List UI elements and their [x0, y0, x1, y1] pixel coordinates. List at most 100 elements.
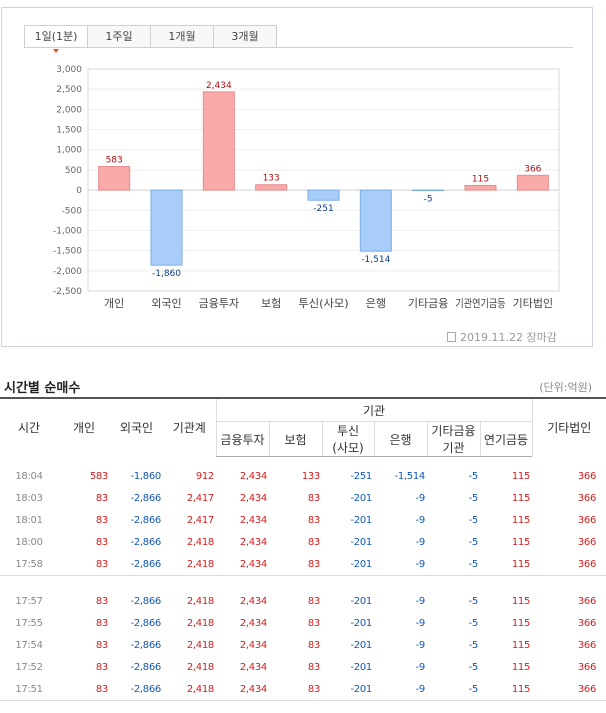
- time-cell: 18:04: [15, 470, 43, 482]
- value-cell: -9: [415, 536, 426, 548]
- value-cell: 83: [307, 595, 320, 607]
- value-cell: 83: [95, 558, 108, 570]
- table-row: 17:57 83 -2,866 2,418 2,434 83 -201 -9 -5 115 366: [0, 590, 606, 612]
- time-cell: 17:54: [15, 639, 43, 651]
- y-tick-label: -1,000: [53, 226, 82, 236]
- value-cell: -9: [415, 683, 426, 695]
- value-cell: 83: [307, 639, 320, 651]
- header-sub-line: 은행: [389, 432, 412, 447]
- table-row: 17:51 83 -2,866 2,418 2,434 83 -201 -9 -5 115 366: [0, 678, 606, 701]
- value-cell: 912: [195, 470, 214, 482]
- value-cell: -2,866: [130, 536, 162, 548]
- y-tick-label: 500: [65, 166, 82, 176]
- table-row: 18:00 83 -2,866 2,418 2,434 83 -201 -9 -5 115 366: [0, 531, 606, 553]
- bar-value-label: 115: [472, 174, 489, 184]
- value-cell: 83: [307, 683, 320, 695]
- value-cell: -5: [468, 470, 479, 482]
- value-cell: 366: [577, 536, 597, 548]
- bar: [359, 189, 392, 252]
- value-cell: -9: [415, 514, 426, 526]
- tab-2[interactable]: 1주일: [87, 25, 151, 48]
- time-cell: 17:51: [15, 683, 43, 695]
- x-category-label: 기타법인: [513, 297, 553, 310]
- value-cell: 83: [95, 617, 108, 629]
- bar: [255, 184, 288, 191]
- section-title: 시간별 순매수: [4, 381, 81, 396]
- value-cell: 83: [307, 617, 320, 629]
- value-cell: 2,434: [239, 536, 267, 548]
- value-cell: 2,434: [239, 617, 267, 629]
- header-sub-2: 보험: [268, 421, 322, 457]
- value-cell: -5: [468, 514, 479, 526]
- value-cell: 115: [511, 514, 531, 526]
- value-cell: 366: [577, 639, 597, 651]
- header-sub-1: 금융투자: [215, 421, 269, 457]
- header-corp: 기타법인: [531, 397, 606, 457]
- value-cell: 2,434: [239, 639, 267, 651]
- y-tick-label: -2,000: [53, 267, 82, 277]
- time-cell: 17:58: [15, 558, 43, 570]
- bar: [202, 91, 235, 191]
- value-cell: -5: [468, 492, 479, 504]
- value-cell: 2,418: [186, 661, 214, 673]
- tab-4[interactable]: 3개월: [213, 25, 277, 48]
- bar: [464, 184, 497, 191]
- value-cell: -5: [468, 558, 479, 570]
- header-sub-6: 연기금등: [479, 421, 533, 457]
- header-sub-line: 투신: [336, 424, 360, 438]
- table-row: 18:03 83 -2,866 2,417 2,434 83 -201 -9 -5 115 366: [0, 487, 606, 509]
- value-cell: 115: [511, 639, 531, 651]
- value-cell: -201: [350, 536, 373, 548]
- value-cell: 366: [577, 683, 597, 695]
- table-row: 17:58 83 -2,866 2,418 2,434 83 -201 -9 -5 115 366: [0, 553, 606, 576]
- value-cell: 115: [511, 492, 531, 504]
- value-cell: -2,866: [130, 558, 162, 570]
- tab-label: 1개월: [168, 30, 196, 43]
- x-category-label: 보험: [261, 297, 281, 310]
- tab-3[interactable]: 1개월: [150, 25, 214, 48]
- y-tick-label: 3,000: [56, 65, 82, 75]
- bar-value-label: -1,514: [361, 255, 390, 265]
- value-cell: 2,434: [239, 470, 267, 482]
- value-cell: -201: [350, 514, 373, 526]
- header-foreign: 외국인: [110, 397, 163, 457]
- value-cell: 2,434: [239, 661, 267, 673]
- bar: [307, 189, 340, 201]
- value-cell: 83: [307, 536, 320, 548]
- time-cell: 17:52: [15, 661, 43, 673]
- x-category-label: 외국인: [151, 297, 181, 310]
- value-cell: 83: [95, 595, 108, 607]
- value-cell: -201: [350, 492, 373, 504]
- bar: [98, 166, 131, 191]
- value-cell: -5: [468, 617, 479, 629]
- value-cell: -201: [350, 558, 373, 570]
- value-cell: 115: [511, 683, 531, 695]
- value-cell: 2,417: [186, 492, 214, 504]
- value-cell: 115: [511, 661, 531, 673]
- value-cell: -1,860: [130, 470, 162, 482]
- bar-value-label: 583: [106, 156, 123, 166]
- header-time: 시간: [0, 397, 58, 457]
- value-cell: -2,866: [130, 595, 162, 607]
- value-cell: 2,434: [239, 558, 267, 570]
- value-cell: 2,434: [239, 492, 267, 504]
- net-buy-bar-chart: 3,000 2,500 2,000 1,500 1,000 500 0 -500 -1,000 -…: [53, 65, 560, 310]
- value-cell: 583: [89, 470, 108, 482]
- row-spacer: [0, 700, 606, 702]
- table-row: 17:55 83 -2,866 2,418 2,434 83 -201 -9 -5 115 366: [0, 612, 606, 634]
- value-cell: 83: [307, 514, 320, 526]
- y-tick-label: -500: [62, 206, 83, 216]
- value-cell: 2,418: [186, 683, 214, 695]
- value-cell: -2,866: [130, 492, 162, 504]
- value-cell: -2,866: [130, 514, 162, 526]
- timed-net-buy-table: 시간 개인 외국인 기관계 기관 기타법인 금융투자 보험 투신 (사모) 은행 기타금융…: [0, 397, 606, 702]
- table-row: 17:54 83 -2,866 2,418 2,434 83 -201 -9 -5 115 366: [0, 634, 606, 656]
- value-cell: -2,866: [130, 661, 162, 673]
- value-cell: 2,418: [186, 536, 214, 548]
- value-cell: -2,866: [130, 683, 162, 695]
- table-row: 18:04 583 -1,860 912 2,434 133 -251 -1,514 -5 115…: [0, 465, 606, 487]
- value-cell: -9: [415, 558, 426, 570]
- y-tick-label: -2,500: [53, 287, 82, 297]
- row-spacer: [0, 457, 606, 466]
- value-cell: 2,434: [239, 595, 267, 607]
